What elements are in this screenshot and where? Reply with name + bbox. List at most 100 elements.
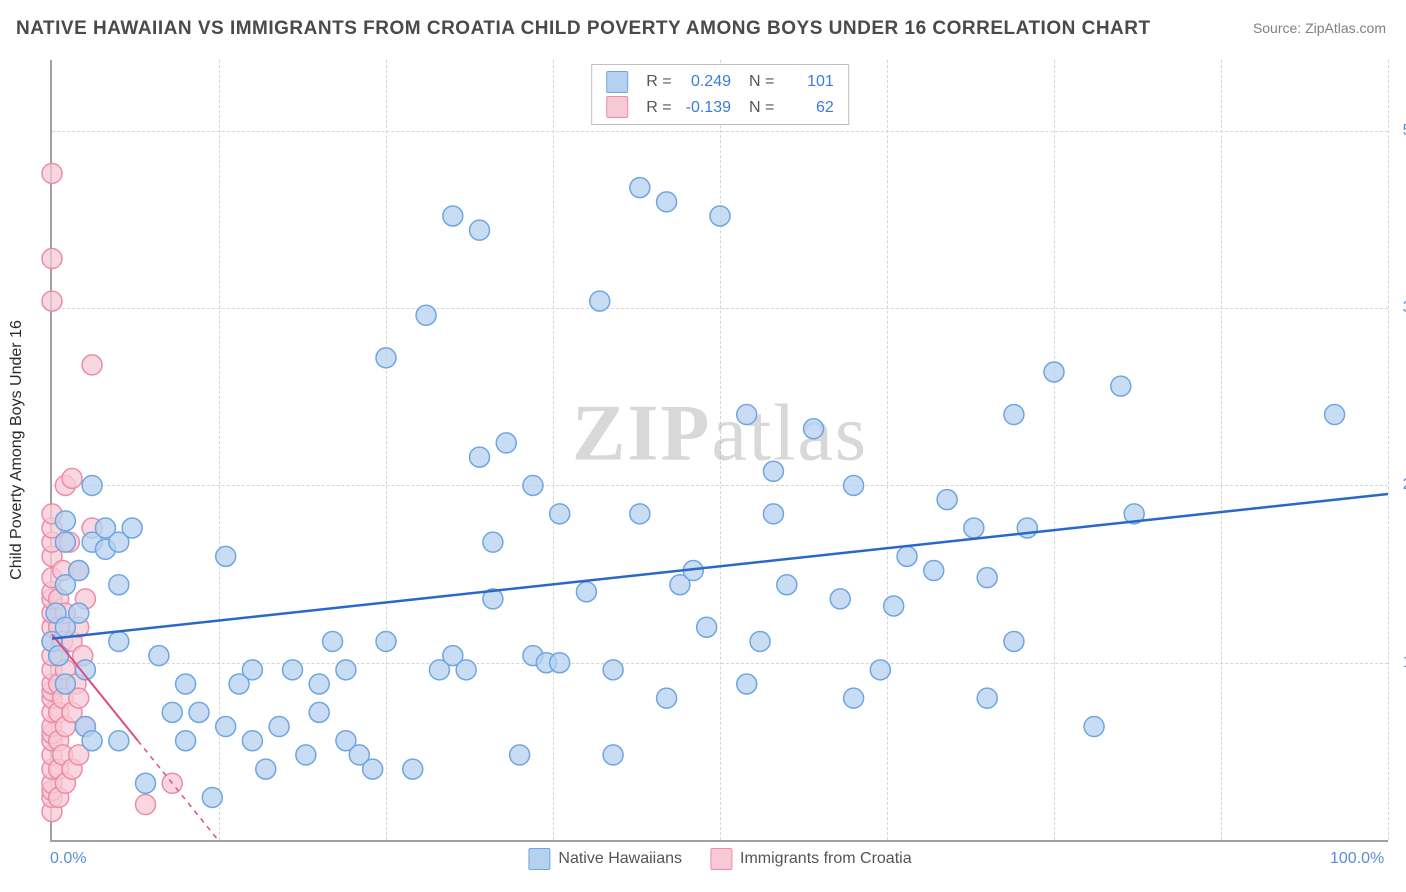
data-point [189, 702, 209, 722]
data-point [309, 674, 329, 694]
data-point [590, 291, 610, 311]
data-point [216, 546, 236, 566]
data-point [470, 447, 490, 467]
x-tick-label: 100.0% [1330, 850, 1384, 868]
legend-swatch-2 [710, 848, 732, 870]
data-point [69, 561, 89, 581]
stats-row-1: R = 0.249 N = 101 [606, 69, 834, 95]
data-point [456, 660, 476, 680]
data-point [42, 163, 62, 183]
data-point [82, 355, 102, 375]
data-point [323, 631, 343, 651]
data-point [363, 759, 383, 779]
data-point [82, 475, 102, 495]
stats-swatch-2 [606, 96, 628, 118]
data-point [109, 575, 129, 595]
data-point [42, 249, 62, 269]
data-point [777, 575, 797, 595]
data-point [55, 674, 75, 694]
data-point [136, 773, 156, 793]
data-point [657, 688, 677, 708]
data-point [763, 461, 783, 481]
legend-bottom: Native Hawaiians Immigrants from Croatia [528, 848, 911, 870]
data-point [977, 688, 997, 708]
data-point [657, 192, 677, 212]
data-point [176, 731, 196, 751]
data-point [897, 546, 917, 566]
data-point [550, 504, 570, 524]
stats-r-value-2: -0.139 [676, 95, 731, 121]
chart-area: Child Poverty Among Boys Under 16 ZIPatl… [50, 60, 1388, 842]
data-point [510, 745, 530, 765]
data-point [1044, 362, 1064, 382]
stats-n-value-2: 62 [779, 95, 834, 121]
data-point [844, 688, 864, 708]
legend-label-1: Native Hawaiians [558, 850, 682, 867]
data-point [603, 660, 623, 680]
chart-title: NATIVE HAWAIIAN VS IMMIGRANTS FROM CROAT… [16, 18, 1151, 40]
data-point [483, 532, 503, 552]
data-point [149, 646, 169, 666]
data-point [630, 504, 650, 524]
data-point [924, 561, 944, 581]
data-point [1004, 631, 1024, 651]
data-point [830, 589, 850, 609]
stats-r-label-1: R = [646, 73, 671, 90]
data-point [109, 731, 129, 751]
data-point [937, 490, 957, 510]
stats-row-2: R = -0.139 N = 62 [606, 95, 834, 121]
data-point [82, 731, 102, 751]
data-point [977, 568, 997, 588]
data-point [69, 603, 89, 623]
data-point [496, 433, 516, 453]
data-point [376, 631, 396, 651]
data-point [55, 511, 75, 531]
data-point [136, 795, 156, 815]
data-point [376, 348, 396, 368]
data-point [443, 206, 463, 226]
data-point [176, 674, 196, 694]
data-point [309, 702, 329, 722]
data-point [550, 653, 570, 673]
scatter-plot [52, 60, 1388, 840]
data-point [202, 787, 222, 807]
data-point [1084, 717, 1104, 737]
stats-n-label-1: N = [749, 73, 774, 90]
data-point [403, 759, 423, 779]
data-point [109, 631, 129, 651]
data-point [763, 504, 783, 524]
stats-box: R = 0.249 N = 101 R = -0.139 N = 62 [591, 64, 849, 125]
data-point [122, 518, 142, 538]
y-tick-label: 25.0% [1393, 476, 1406, 494]
data-point [697, 617, 717, 637]
stats-n-value-1: 101 [779, 69, 834, 95]
stats-n-label-2: N = [749, 99, 774, 116]
data-point [216, 717, 236, 737]
y-tick-label: 12.5% [1393, 654, 1406, 672]
y-axis-label: Child Poverty Among Boys Under 16 [8, 320, 26, 580]
data-point [964, 518, 984, 538]
data-point [162, 702, 182, 722]
data-point [49, 646, 69, 666]
stats-r-value-1: 0.249 [676, 69, 731, 95]
legend-item-1: Native Hawaiians [528, 848, 682, 870]
data-point [282, 660, 302, 680]
data-point [416, 305, 436, 325]
data-point [844, 475, 864, 495]
x-tick-label: 0.0% [50, 850, 86, 868]
data-point [269, 717, 289, 737]
y-tick-label: 37.5% [1393, 299, 1406, 317]
data-point [870, 660, 890, 680]
data-point [884, 596, 904, 616]
data-point [737, 674, 757, 694]
data-point [470, 220, 490, 240]
source-label: Source: ZipAtlas.com [1253, 20, 1386, 36]
legend-swatch-1 [528, 848, 550, 870]
data-point [1111, 376, 1131, 396]
data-point [804, 419, 824, 439]
data-point [296, 745, 316, 765]
legend-item-2: Immigrants from Croatia [710, 848, 912, 870]
data-point [737, 405, 757, 425]
data-point [576, 582, 596, 602]
y-tick-label: 50.0% [1393, 122, 1406, 140]
